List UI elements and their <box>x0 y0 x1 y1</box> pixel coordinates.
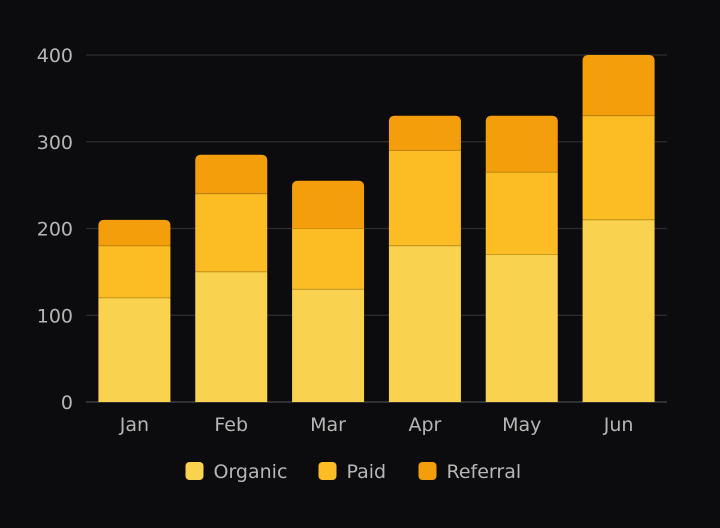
legend-swatch <box>318 462 337 480</box>
bar-organic-may <box>485 254 558 402</box>
bar-organic-jan <box>98 297 171 402</box>
bar-paid-mar <box>292 228 365 290</box>
y-axis-ticks: 0 100 200 300 400 <box>37 45 73 414</box>
grid-lines <box>86 54 667 403</box>
bars <box>98 55 655 402</box>
x-tick-label-feb: Feb <box>214 414 248 436</box>
bar-referral-jun <box>582 55 655 116</box>
bar-organic-jun <box>582 219 655 402</box>
legend-label: Paid <box>347 461 387 483</box>
legend-item-referral: Referral <box>418 461 522 483</box>
x-axis-ticks: Jan Feb Mar Apr May Jun <box>119 414 634 436</box>
bar-referral-feb <box>195 154 268 194</box>
y-tick-label: 100 <box>37 305 73 327</box>
x-tick-label-jun: Jun <box>603 414 634 436</box>
bar-organic-mar <box>292 289 365 402</box>
bar-paid-jan <box>98 245 171 298</box>
legend: Organic Paid Referral <box>185 461 522 483</box>
x-tick-label-apr: Apr <box>408 414 441 436</box>
legend-item-paid: Paid <box>318 461 387 483</box>
legend-swatch <box>185 462 204 480</box>
bar-referral-may <box>485 115 558 173</box>
bar-organic-feb <box>195 271 268 402</box>
legend-label: Referral <box>447 461 522 483</box>
bar-paid-jun <box>582 115 655 220</box>
legend-item-organic: Organic <box>185 461 288 483</box>
legend-swatch <box>418 462 437 480</box>
x-tick-label-mar: Mar <box>310 414 346 436</box>
y-tick-label: 0 <box>61 392 73 414</box>
bar-referral-jan <box>98 219 171 246</box>
bar-referral-mar <box>292 180 365 229</box>
bar-organic-apr <box>388 245 461 402</box>
x-tick-label-may: May <box>502 414 541 436</box>
bar-paid-apr <box>388 150 461 246</box>
y-tick-label: 400 <box>37 45 73 67</box>
bar-paid-may <box>485 172 558 255</box>
y-tick-label: 200 <box>37 219 73 241</box>
bar-paid-feb <box>195 193 268 272</box>
legend-label: Organic <box>214 461 288 483</box>
bar-referral-apr <box>388 115 461 151</box>
y-tick-label: 300 <box>37 132 73 154</box>
x-tick-label-jan: Jan <box>119 414 149 436</box>
